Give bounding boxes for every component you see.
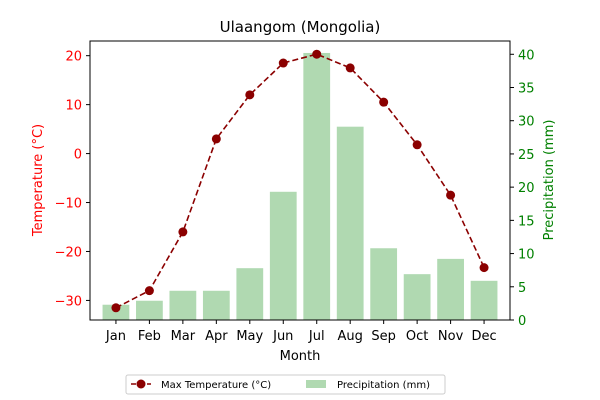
x-axis: Jan Feb Mar Apr May Jun Jul Aug Sep Oct Nov Dec: [105, 320, 497, 344]
left-tick-label: 10: [65, 99, 82, 114]
temperature-point: [245, 90, 255, 100]
x-tick-label: Jul: [308, 329, 325, 344]
temperature-point: [278, 58, 288, 68]
legend-label-precipitation: Precipitation (mm): [337, 380, 430, 391]
legend-box: [125, 374, 446, 395]
temperature-point: [111, 303, 121, 313]
precipitation-bar: [202, 290, 230, 320]
right-tick-label: 35: [518, 82, 535, 97]
temperature-point: [412, 140, 422, 150]
precipitation-bar: [236, 268, 264, 320]
precipitation-bars: [102, 52, 498, 320]
right-tick-label: 30: [518, 115, 535, 130]
x-tick-label: Jun: [272, 329, 293, 344]
left-tick-label: −20: [55, 245, 82, 260]
right-tick-label: 40: [518, 48, 535, 63]
left-tick-label: −10: [55, 197, 82, 212]
legend-bar-sample: [306, 380, 326, 388]
temperature-line: [111, 49, 489, 313]
right-tick-label: 20: [518, 181, 535, 196]
temperature-point: [211, 134, 221, 144]
precipitation-bar: [403, 274, 431, 320]
precipitation-bar: [437, 258, 464, 320]
x-tick-label: Jan: [105, 329, 126, 344]
temperature-point: [446, 190, 456, 200]
precipitation-bar: [370, 248, 398, 320]
x-tick-label: Nov: [438, 329, 464, 344]
temperature-line-path: [115, 53, 485, 309]
legend-label-temperature: Max Temperature (°C): [161, 380, 271, 391]
right-tick-label: 0: [518, 314, 526, 329]
x-tick-label: Dec: [471, 329, 496, 344]
right-tick-label: 5: [518, 281, 526, 296]
x-tick-label: May: [236, 329, 263, 344]
legend-marker-sample: [136, 379, 146, 389]
left-tick-label: 20: [65, 50, 82, 65]
x-axis-label: Month: [280, 349, 321, 364]
precipitation-bar: [470, 280, 498, 320]
x-tick-label: Feb: [138, 329, 161, 344]
right-tick-label: 10: [518, 248, 535, 263]
temperature-point: [312, 49, 322, 59]
chart-title: Ulaangom (Mongolia): [220, 18, 381, 36]
legend: Max Temperature (°C) Precipitation (mm): [125, 374, 446, 395]
x-tick-label: Apr: [205, 329, 228, 344]
x-tick-label: Sep: [371, 329, 396, 344]
temperature-point: [178, 227, 188, 237]
precipitation-bar: [303, 52, 331, 320]
x-tick-label: Aug: [338, 329, 363, 344]
precipitation-bar: [336, 126, 364, 320]
precipitation-bar: [169, 290, 197, 320]
left-axis-label: Temperature (°C): [31, 124, 46, 237]
right-axis-label: Precipitation (mm): [542, 120, 557, 241]
left-tick-label: 0: [74, 148, 82, 163]
temperature-point: [345, 63, 355, 73]
x-tick-label: Mar: [171, 329, 196, 344]
left-tick-label: −30: [55, 294, 82, 309]
plot-frame: [89, 40, 511, 321]
temperature-point: [379, 97, 389, 107]
precipitation-bar: [102, 304, 130, 320]
right-tick-label: 25: [518, 148, 535, 163]
temperature-point: [479, 263, 489, 273]
temperature-point: [144, 286, 154, 296]
left-axis: −30 −20 −10 0 10 20: [55, 50, 90, 309]
right-axis: 0 5 10 15 20 25 30 35 40: [510, 48, 535, 329]
precipitation-bar: [136, 300, 163, 320]
right-tick-label: 15: [518, 214, 535, 229]
x-tick-label: Oct: [406, 329, 428, 344]
precipitation-bar: [269, 191, 297, 320]
